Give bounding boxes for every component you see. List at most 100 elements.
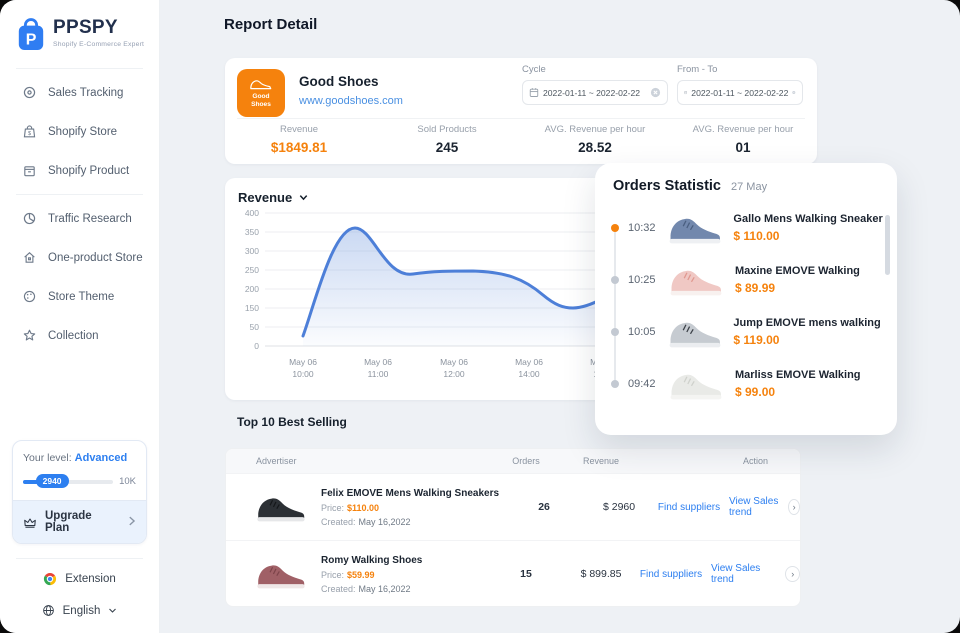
stat-sold-products: Sold Products 245 xyxy=(417,124,477,155)
palette-icon xyxy=(23,290,36,303)
sidebar-item-label: One-product Store xyxy=(48,251,143,264)
extension-button[interactable]: Extension xyxy=(0,563,159,595)
find-suppliers-link[interactable]: Find suppliers xyxy=(657,501,721,513)
orders-cell: 15 xyxy=(520,568,532,580)
svg-text:350: 350 xyxy=(245,227,259,237)
sidebar-item-sales-tracking[interactable]: Sales Tracking xyxy=(0,73,159,112)
store-avatar-label: Good Shoes xyxy=(251,93,271,108)
level-value: Advanced xyxy=(74,452,128,464)
level-title: Your level: Advanced xyxy=(23,452,128,464)
svg-text:250: 250 xyxy=(245,265,259,275)
shoe-icon xyxy=(250,80,272,90)
from-to-label: From - To xyxy=(677,64,718,75)
language-selector[interactable]: English xyxy=(0,595,159,633)
sidebar-item-one-product-store[interactable]: One-product Store xyxy=(0,238,159,277)
store-avatar: Good Shoes xyxy=(237,69,285,117)
upgrade-plan-button[interactable]: Upgrade Plan xyxy=(13,500,146,543)
chrome-icon xyxy=(44,572,57,586)
star-icon xyxy=(23,329,36,341)
from-to-date-value: 2022-01-11 ~ 2022-02-22 xyxy=(691,87,789,98)
scrollbar[interactable] xyxy=(885,215,890,275)
clear-icon[interactable] xyxy=(792,87,796,98)
product-image xyxy=(257,498,305,522)
order-time: 10:32 xyxy=(628,222,656,234)
chevron-right-icon xyxy=(127,515,136,530)
sidebar-item-label: Shopify Store xyxy=(48,125,118,138)
svg-text:P: P xyxy=(26,31,37,48)
orders-statistic-panel: Orders Statistic 27 May 10:32 xyxy=(595,163,897,435)
revenue-cell: $ 899.85 xyxy=(580,568,622,580)
cycle-label: Cycle xyxy=(522,64,546,75)
stat-avg-revenue-per-hour-2: AVG. Revenue per hour 01 xyxy=(692,124,794,155)
main-content: Report Detail Good Shoes Good Shoes www.… xyxy=(160,0,960,633)
product-cell: Romy Walking Shoes Price: $59.99 Created:… xyxy=(226,555,481,594)
product-price: Price: $59.99 xyxy=(321,569,375,580)
level-progress: 2940 10K xyxy=(23,473,136,488)
stats-row: Revenue $1849.81 Sold Products 245 AVG. … xyxy=(225,124,817,155)
x-axis-label: May 06 10:00 xyxy=(289,357,317,380)
order-item[interactable]: 10:05 Jump EMOVE mens walking s... $ 119… xyxy=(611,306,883,358)
order-item[interactable]: 10:25 Maxine EMOVE Walking $ 89.99 xyxy=(611,254,883,306)
order-product-price: $ 119.00 xyxy=(733,333,780,347)
table-row: Felix EMOVE Mens Walking Sneakers Price:… xyxy=(226,473,800,540)
page-title: Report Detail xyxy=(224,16,318,33)
sidebar-item-shopify-store[interactable]: $ Shopify Store xyxy=(0,112,159,151)
sidebar-item-traffic-research[interactable]: Traffic Research xyxy=(0,199,159,238)
find-suppliers-link[interactable]: Find suppliers xyxy=(639,568,703,580)
ppspy-bag-icon: P xyxy=(18,18,44,50)
view-sales-trend-link[interactable]: View Sales trend xyxy=(711,563,761,585)
clear-icon[interactable] xyxy=(650,87,661,98)
cycle-date-range-input[interactable]: 2022-01-11 ~ 2022-02-22 xyxy=(522,80,668,105)
orders-statistic-date: 27 May xyxy=(731,181,768,193)
sidebar-item-label: Traffic Research xyxy=(48,212,132,225)
crown-icon xyxy=(24,517,36,528)
order-product-image xyxy=(663,208,726,248)
x-axis-label: May 06 12:00 xyxy=(440,357,468,380)
globe-icon xyxy=(42,605,54,616)
store-url-link[interactable]: www.goodshoes.com xyxy=(299,95,403,107)
chevron-right-icon[interactable]: › xyxy=(788,499,800,515)
order-time: 10:25 xyxy=(628,274,656,286)
order-item[interactable]: 09:42 Marliss EMOVE Walking $ 99.00 xyxy=(611,358,883,410)
timeline-line xyxy=(614,226,616,382)
svg-text:400: 400 xyxy=(245,208,259,218)
sidebar: P PPSPY Shopify E-Commerce Expert Sales … xyxy=(0,0,160,633)
column-revenue: Revenue xyxy=(582,456,620,466)
stats-divider xyxy=(237,118,805,119)
revenue-cell: $ 2960 xyxy=(602,501,636,513)
svg-text:150: 150 xyxy=(245,303,259,313)
cycle-picker: Cycle 2022-01-11 ~ 2022-02-22 xyxy=(522,64,668,105)
timeline-dot-active xyxy=(611,224,619,232)
order-product-name: Maxine EMOVE Walking xyxy=(735,265,860,277)
order-product-image xyxy=(663,312,726,352)
orders-timeline: 10:32 Gallo Mens Walking Sneakers... $ 1… xyxy=(595,198,897,410)
svg-text:0: 0 xyxy=(254,341,259,351)
chart-metric-dropdown[interactable]: Revenue xyxy=(238,190,309,205)
order-product-price: $ 89.99 xyxy=(735,281,776,295)
product-created: Created: May 16,2022 xyxy=(321,583,411,594)
order-item[interactable]: 10:32 Gallo Mens Walking Sneakers... $ 1… xyxy=(611,202,883,254)
timeline-dot xyxy=(611,380,619,388)
sidebar-item-collection[interactable]: Collection xyxy=(0,316,159,355)
svg-text:200: 200 xyxy=(245,284,259,294)
sidebar-item-label: Sales Tracking xyxy=(48,86,124,99)
store-bag-icon: $ xyxy=(23,125,36,138)
sidebar-item-shopify-product[interactable]: Shopify Product xyxy=(0,151,159,190)
product-price: Price: $110.00 xyxy=(321,502,380,513)
chevron-right-icon[interactable]: › xyxy=(785,566,800,582)
sidebar-item-label: Collection xyxy=(48,329,99,342)
progress-track: 2940 xyxy=(23,473,114,488)
sidebar-item-store-theme[interactable]: Store Theme xyxy=(0,277,159,316)
timeline-dot xyxy=(611,276,619,284)
view-sales-trend-link[interactable]: View Sales trend xyxy=(729,496,779,518)
table-header: Advertiser Orders Revenue Action xyxy=(226,449,800,473)
from-to-date-range-input[interactable]: 2022-01-11 ~ 2022-02-22 xyxy=(677,80,803,105)
order-product-name: Marliss EMOVE Walking xyxy=(735,369,861,381)
orders-statistic-title: Orders Statistic xyxy=(613,178,721,194)
product-name: Romy Walking Shoes xyxy=(321,554,423,566)
progress-max: 10K xyxy=(119,476,136,487)
order-time: 10:05 xyxy=(628,326,656,338)
brand-logo: P PPSPY Shopify E-Commerce Expert xyxy=(0,0,159,64)
target-icon xyxy=(23,86,36,99)
home-icon xyxy=(24,252,35,263)
